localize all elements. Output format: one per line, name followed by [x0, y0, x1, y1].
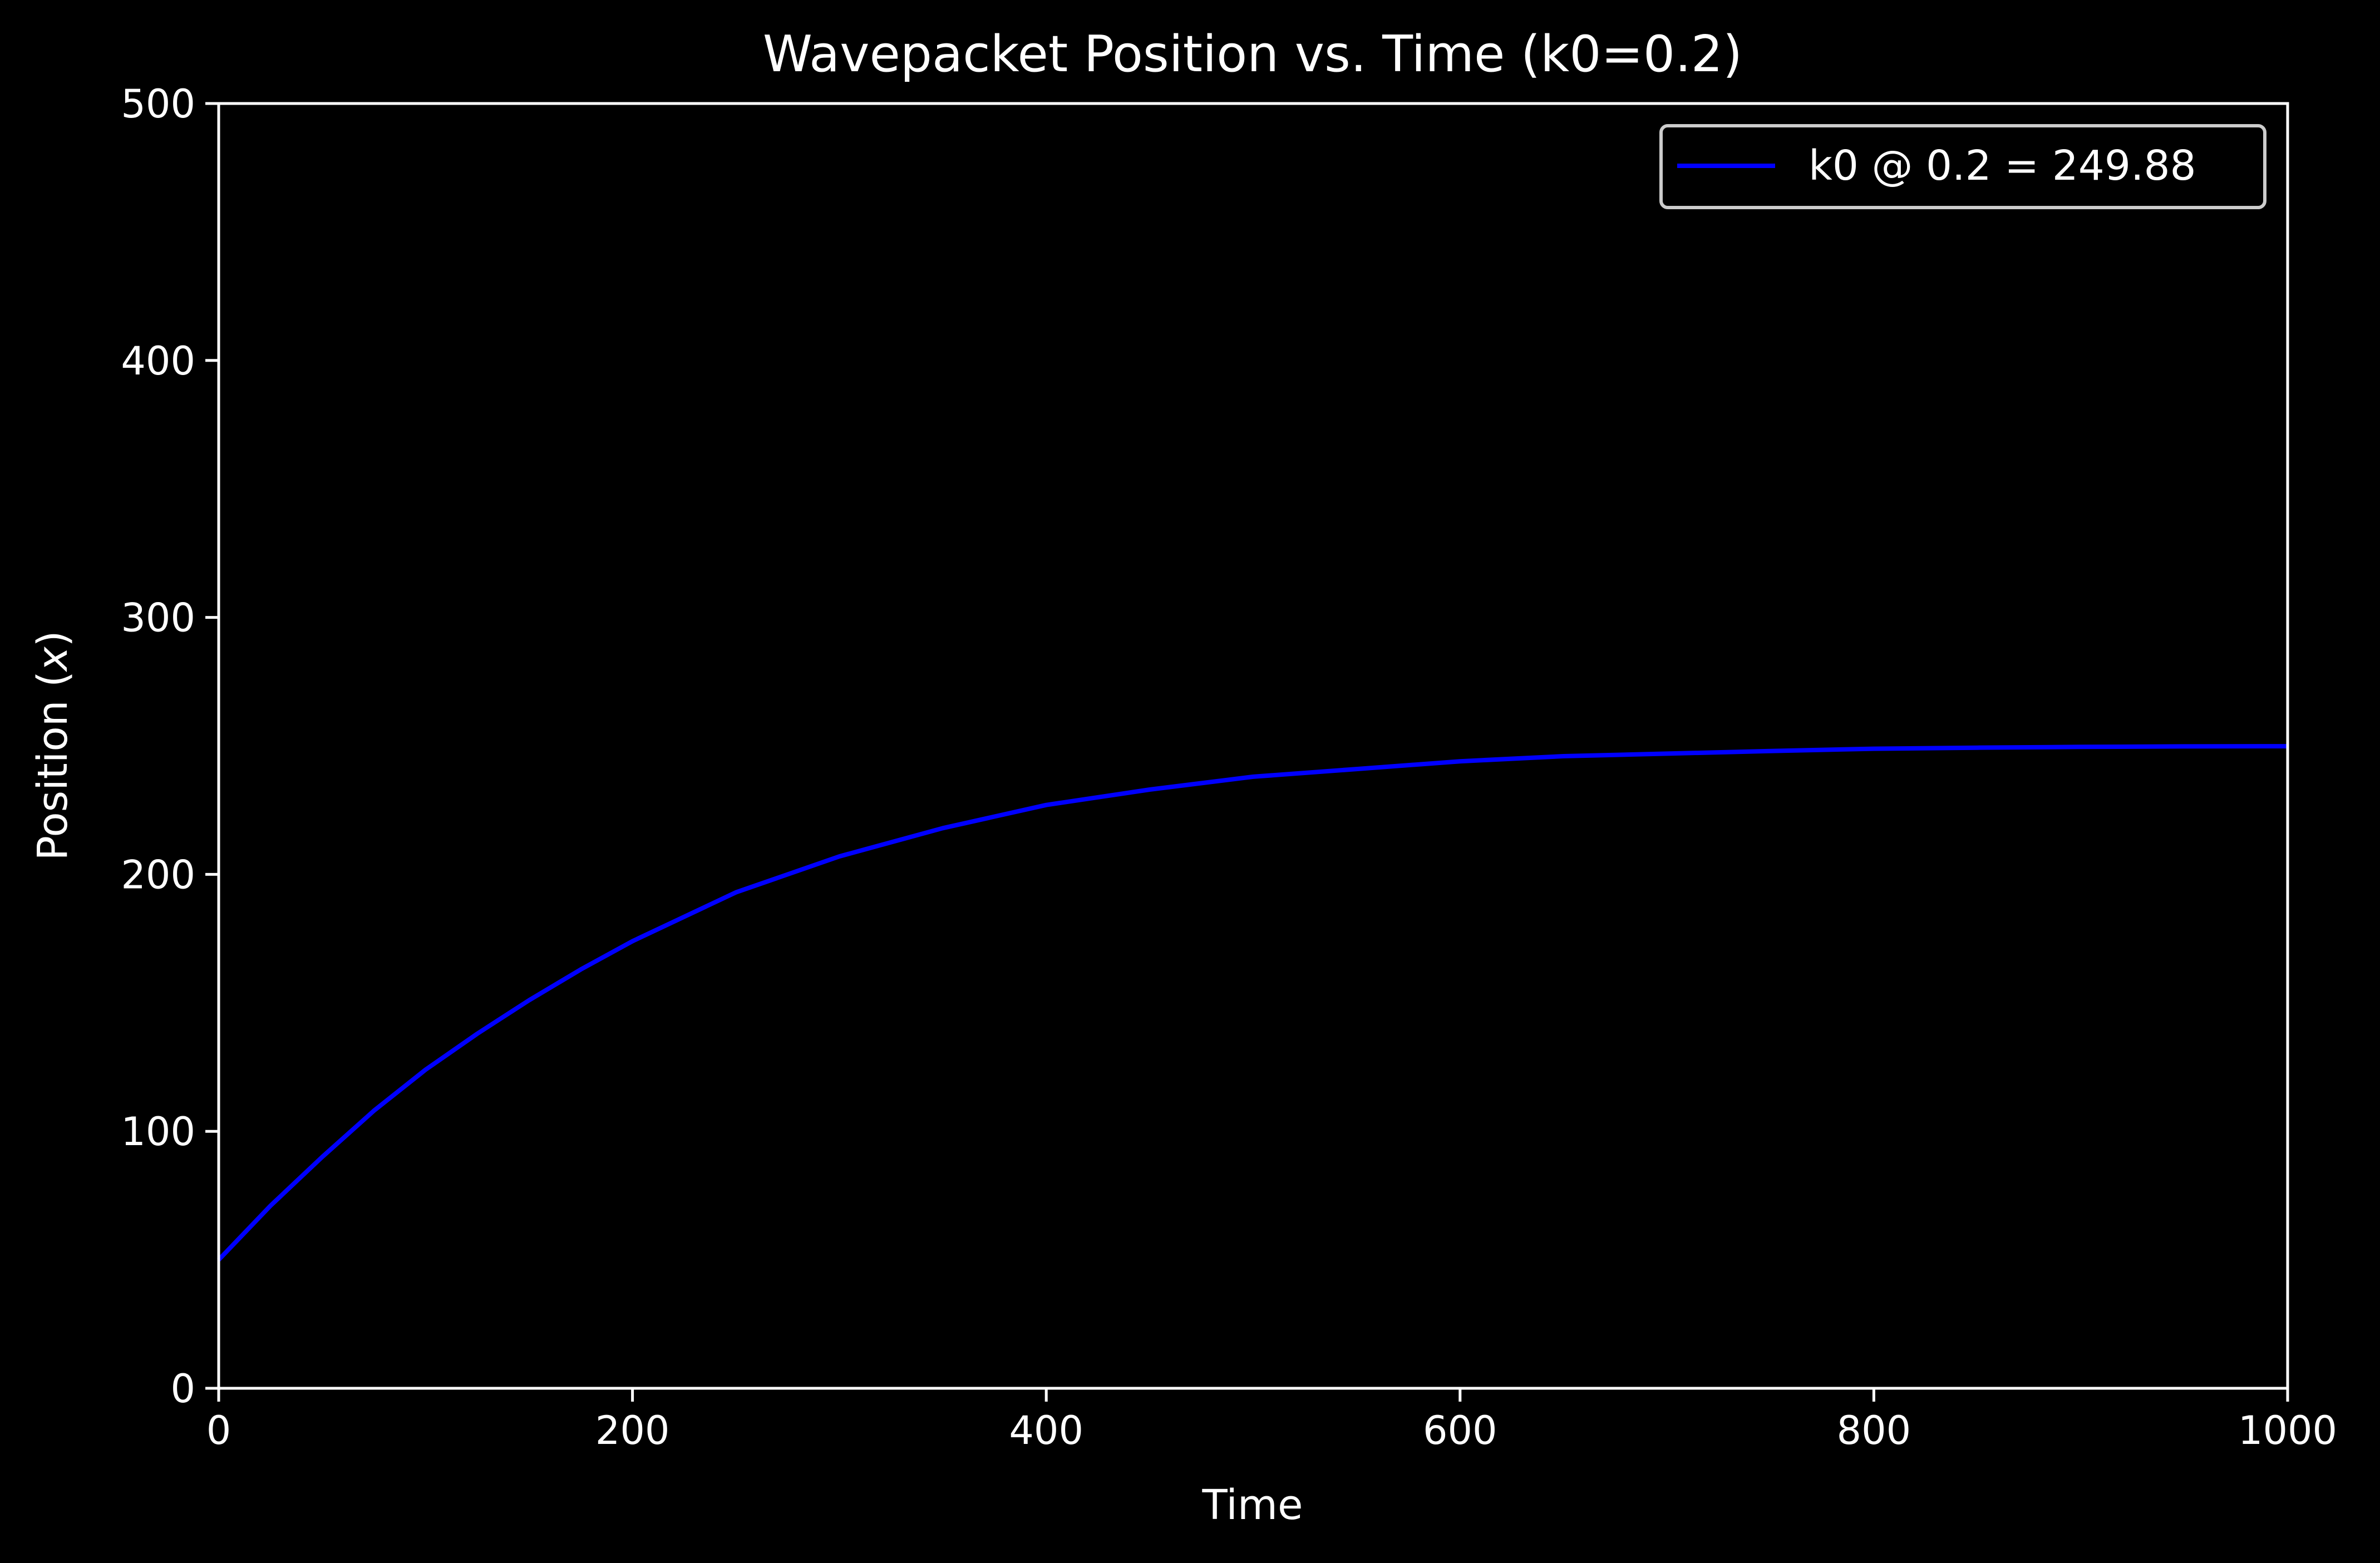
x-tick-label-400: 400 [1009, 1408, 1083, 1453]
legend-box [1659, 124, 2266, 209]
chart-title: Wavepacket Position vs. Time (k0=0.2) [763, 25, 1742, 83]
y-tick-label-500: 500 [121, 81, 195, 127]
y-tick-label-400: 400 [121, 338, 195, 384]
y-axis-label-prefix: Position ( [29, 671, 77, 861]
y-axis-label: Position (x) [29, 630, 77, 860]
y-tick-label-300: 300 [121, 595, 195, 641]
legend-label: k0 @ 0.2 = 249.88 [1809, 142, 2196, 190]
x-tick-label-200: 200 [595, 1408, 670, 1453]
plot-area: 0 200 400 600 800 1000 0 100 200 300 400 500 [121, 81, 2337, 1453]
x-axis-label: Time [1201, 1481, 1303, 1529]
series-line-0 [217, 744, 2288, 1261]
y-tick-label-100: 100 [121, 1109, 195, 1155]
legend: k0 @ 0.2 = 249.88 [1659, 124, 2266, 209]
x-tick-label-800: 800 [1837, 1408, 1911, 1453]
x-tick-label-600: 600 [1423, 1408, 1497, 1453]
y-axis-label-suffix: ) [29, 630, 77, 647]
axes-frame [217, 102, 2289, 1390]
y-tick-label-200: 200 [121, 852, 195, 898]
x-tick-label-0: 0 [206, 1408, 231, 1453]
y-axis-label-variable: x [29, 646, 77, 672]
y-tick-label-0: 0 [170, 1366, 195, 1412]
x-tick-label-1000: 1000 [2238, 1408, 2337, 1453]
